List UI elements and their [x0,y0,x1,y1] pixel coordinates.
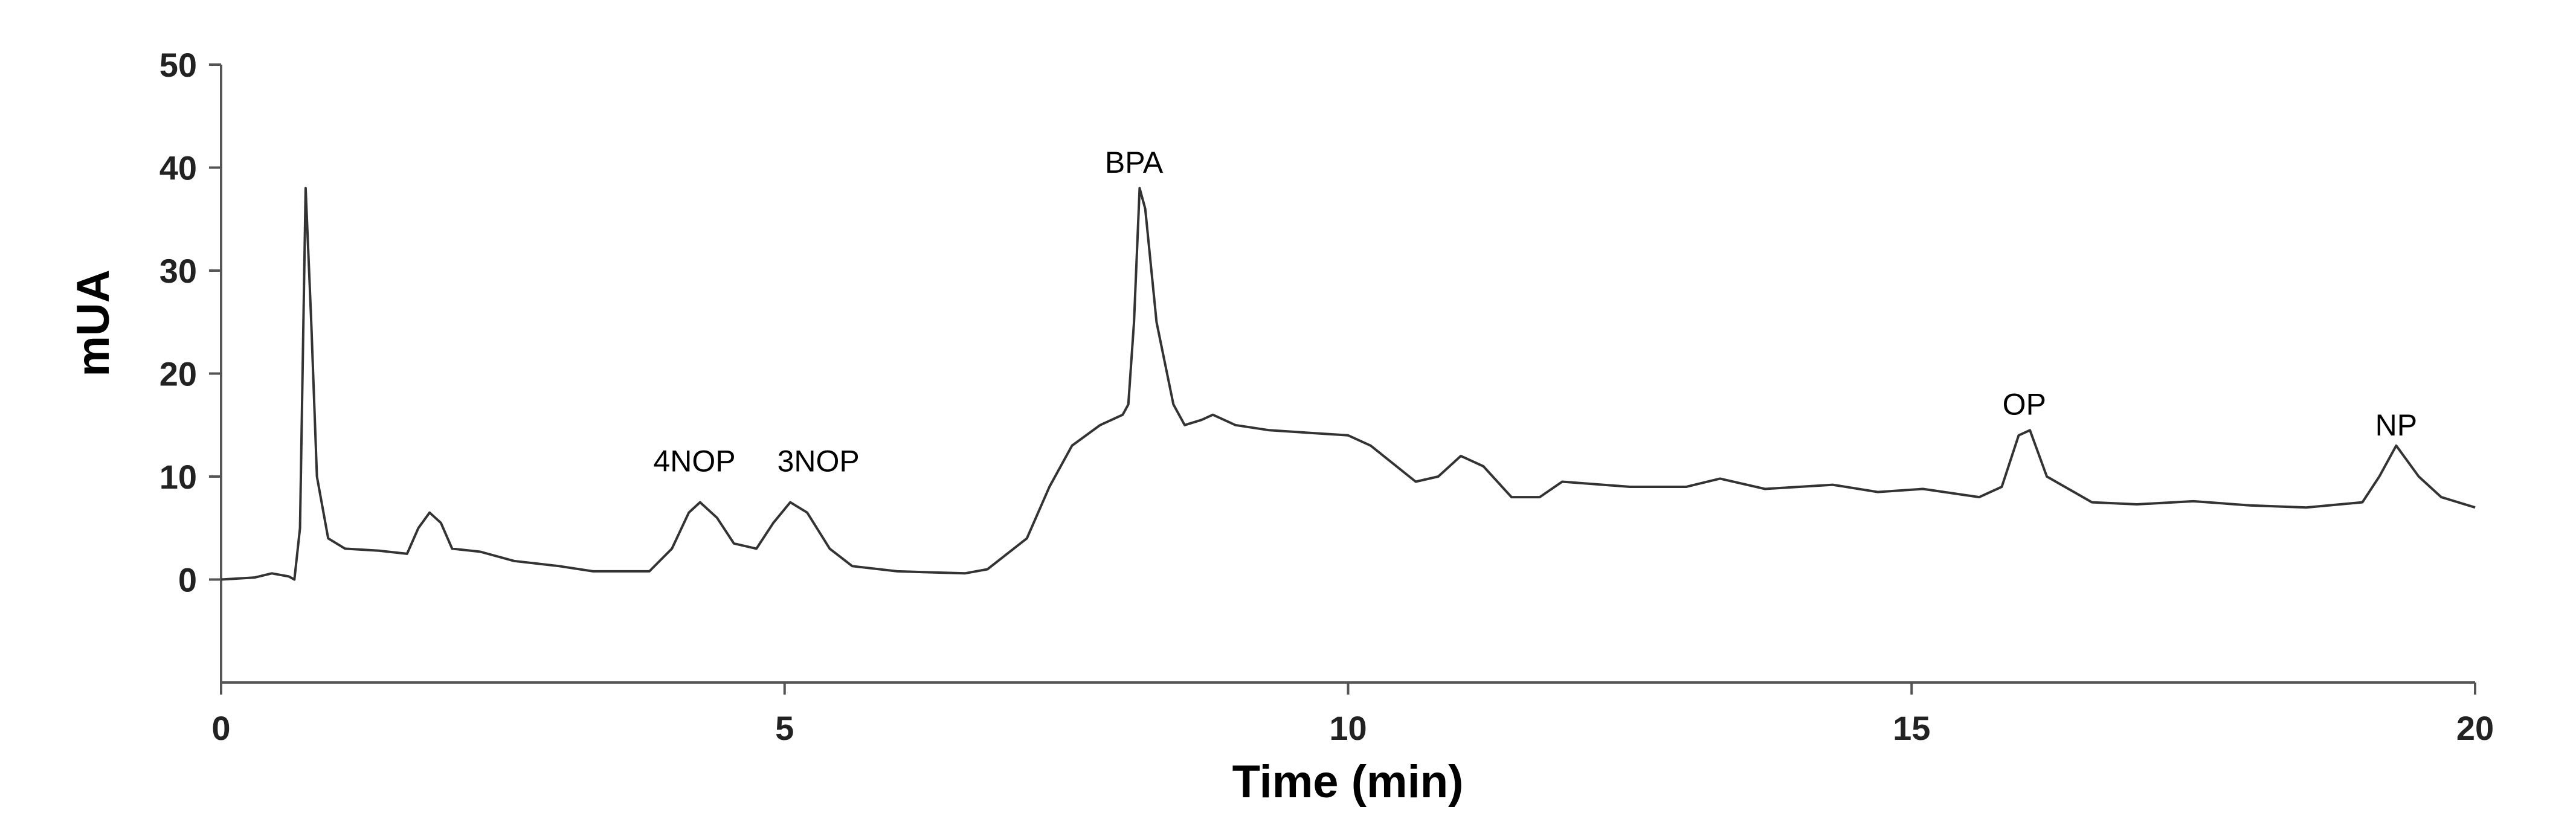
y-axis-title: mUA [68,269,119,376]
y-tick-label: 10 [159,458,197,496]
x-axis-title: Time (min) [1232,756,1464,808]
annotation: OP [2003,388,2046,422]
x-tick-label: 20 [2456,709,2494,747]
y-tick-label: 20 [159,355,197,393]
annotation: BPA [1105,146,1164,179]
x-tick-label: 5 [775,709,794,747]
line-series [221,187,2476,581]
annotation: NP [2375,408,2417,442]
x-tick-label: 10 [1329,709,1367,747]
annotation: 4NOP [653,444,735,478]
x-tick-label: 15 [1893,709,1930,747]
y-tick-label: 30 [159,252,197,290]
annotation: 3NOP [778,444,860,478]
y-tick-label: 40 [159,149,197,187]
y-tick-label: 0 [178,561,197,599]
y-tick-label: 50 [159,46,197,84]
x-tick-label: 0 [211,709,230,747]
